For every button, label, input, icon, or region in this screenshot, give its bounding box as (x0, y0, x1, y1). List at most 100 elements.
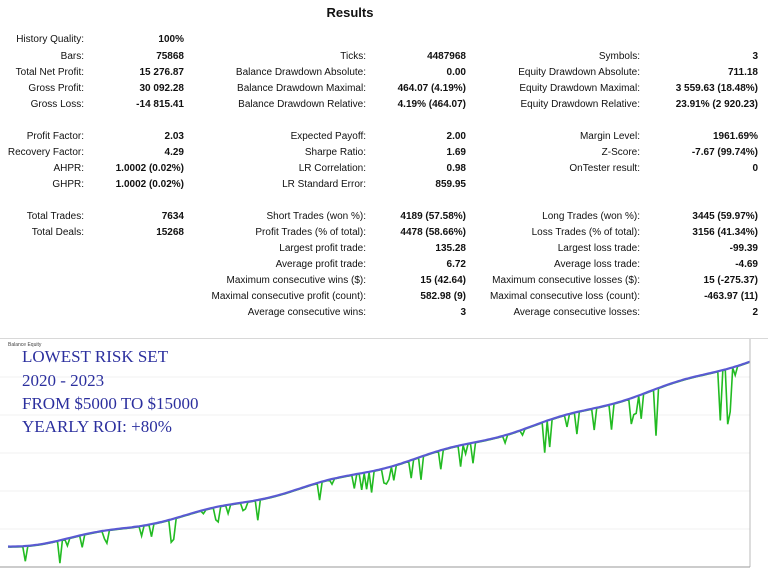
stat-label: Average consecutive wins: (247, 307, 366, 318)
stat-label: Sharpe Ratio: (304, 147, 366, 158)
stat-label: Equity Drawdown Relative: (520, 99, 641, 110)
stat-label: Largest loss trade: (557, 243, 640, 254)
stat-label: Balance Drawdown Maximal: (237, 83, 366, 94)
results-row: History Quality: 100% (0, 32, 768, 48)
stat-label: Gross Profit: (28, 83, 84, 94)
stat-value: 464.07 (4.19%) (397, 83, 466, 94)
stat-value: 0.98 (446, 163, 466, 174)
stat-value: 1961.69% (712, 131, 758, 142)
stat-value: 4.29 (164, 147, 184, 158)
stat-value: -7.67 (99.74%) (691, 147, 758, 158)
results-row: Maximum consecutive wins ($): 15 (42.64) M… (0, 273, 768, 289)
stat-label: Maximal consecutive profit (count): (211, 291, 366, 302)
stat-value: 15 276.87 (139, 67, 185, 78)
stat-value: 3 (460, 307, 466, 318)
stat-label: Total Trades: (26, 211, 84, 222)
stat-value: 859.95 (435, 179, 466, 190)
overlay-line-1: LOWEST RISK SET (22, 347, 169, 366)
balance-equity-graph (0, 339, 751, 568)
results-row: Total Net Profit: 15 276.87 Balance Drawdo… (0, 65, 768, 81)
stat-value: 3445 (59.97%) (692, 211, 758, 222)
stat-label: Maximum consecutive wins ($): (226, 275, 366, 286)
stat-value: 4487968 (427, 51, 466, 62)
stat-label: Ticks: (340, 51, 366, 62)
stat-label: Total Net Profit: (15, 67, 84, 78)
stat-value: 1.69 (446, 147, 466, 158)
balance-equity-chart (0, 338, 768, 569)
stat-label: History Quality: (16, 34, 84, 45)
results-row: Gross Loss: -14 815.41 Balance Drawdown Re… (0, 97, 768, 113)
results-title: Results (326, 5, 374, 20)
stat-label: Equity Drawdown Maximal: (519, 83, 640, 94)
stat-value: 582.98 (9) (420, 291, 466, 302)
stat-value: 2.03 (164, 131, 184, 142)
stat-value: 711.18 (727, 67, 758, 78)
stat-value: 15 (42.64) (420, 275, 466, 286)
results-row: AHPR: 1.0002 (0.02%) LR Correlation: 0.98 On… (0, 161, 768, 177)
stat-value: 15 (-275.37) (703, 275, 758, 286)
results-row: Total Deals: 15268 Profit Trades (% of tot… (0, 225, 768, 241)
stat-label: Balance Drawdown Absolute: (235, 67, 366, 78)
results-row: Recovery Factor: 4.29 Sharpe Ratio: 1.69 Z-S… (0, 145, 768, 161)
stat-label: GHPR: (52, 179, 84, 190)
stat-value: 6.72 (446, 259, 466, 270)
overlay-line-4: YEARLY ROI: +80% (22, 417, 172, 436)
stat-label: Long Trades (won %): (542, 211, 640, 222)
stat-value: 75868 (156, 51, 184, 62)
stat-label: Largest profit trade: (279, 243, 366, 254)
stat-value: 30 092.28 (139, 83, 185, 94)
stat-label: Loss Trades (% of total): (531, 227, 640, 238)
stat-label: Z-Score: (601, 147, 640, 158)
results-row: Average profit trade: 6.72 Average loss tr… (0, 257, 768, 273)
results-report: Results History Quality: 100% Bars: 75868 Ti… (0, 5, 768, 321)
stat-label: Symbols: (598, 51, 640, 62)
stat-label: LR Standard Error: (282, 179, 366, 190)
stat-value: 0 (752, 163, 758, 174)
stat-value: 4478 (58.66%) (400, 227, 466, 238)
chart-legend: Balance Equity (8, 342, 42, 348)
stat-label: Profit Factor: (26, 131, 84, 142)
stat-label: Maximum consecutive losses ($): (492, 275, 640, 286)
equity-line (7, 361, 751, 564)
stat-label: Average profit trade: (275, 259, 366, 270)
stat-value: 3156 (41.34%) (692, 227, 758, 238)
stat-label: AHPR: (53, 163, 84, 174)
stat-value: -99.39 (729, 243, 758, 254)
stat-value: 4.19% (464.07) (397, 99, 466, 110)
results-row: GHPR: 1.0002 (0.02%) LR Standard Error: 859… (0, 177, 768, 193)
stat-value: 4189 (57.58%) (400, 211, 466, 222)
stat-label: Expected Payoff: (290, 131, 366, 142)
stat-value: -14 815.41 (136, 99, 184, 110)
stat-label: LR Correlation: (298, 163, 366, 174)
overlay-line-3: FROM $5000 TO $15000 (22, 394, 199, 413)
stat-label: Gross Loss: (30, 99, 84, 110)
stat-value: 1.0002 (0.02%) (115, 179, 184, 190)
balance-line (7, 360, 751, 548)
stat-label: Recovery Factor: (7, 147, 84, 158)
stat-label: Maximal consecutive loss (count): (489, 291, 640, 302)
stat-value: 100% (158, 34, 184, 45)
stat-label: Profit Trades (% of total): (255, 227, 366, 238)
stat-value: -463.97 (11) (704, 291, 758, 302)
stat-value: 3 (752, 51, 758, 62)
results-row: Gross Profit: 30 092.28 Balance Drawdown M… (0, 81, 768, 97)
results-row: Largest profit trade: 135.28 Largest loss … (0, 241, 768, 257)
overlay-line-2: 2020 - 2023 (22, 371, 105, 390)
stat-label: Balance Drawdown Relative: (238, 99, 366, 110)
results-row: Bars: 75868 Ticks: 4487968 Symbols: 3 (0, 49, 768, 65)
stat-label: Margin Level: (579, 131, 640, 142)
results-row: Average consecutive wins: 3 Average consec… (0, 305, 768, 321)
stat-value: 23.91% (2 920.23) (675, 99, 758, 110)
stat-label: Short Trades (won %): (266, 211, 366, 222)
stat-label: Average loss trade: (554, 259, 640, 270)
stat-value: 1.0002 (0.02%) (115, 163, 184, 174)
results-row: Total Trades: 7634 Short Trades (won %): 41… (0, 209, 768, 225)
stat-label: OnTester result: (569, 163, 640, 174)
stat-value: 7634 (161, 211, 184, 222)
stat-value: 2 (752, 307, 758, 318)
stat-value: 0.00 (446, 67, 466, 78)
stat-label: Bars: (60, 51, 84, 62)
stat-value: -4.69 (735, 259, 758, 270)
stat-value: 135.28 (435, 243, 466, 254)
results-row: Profit Factor: 2.03 Expected Payoff: 2.00 Ma… (0, 129, 768, 145)
